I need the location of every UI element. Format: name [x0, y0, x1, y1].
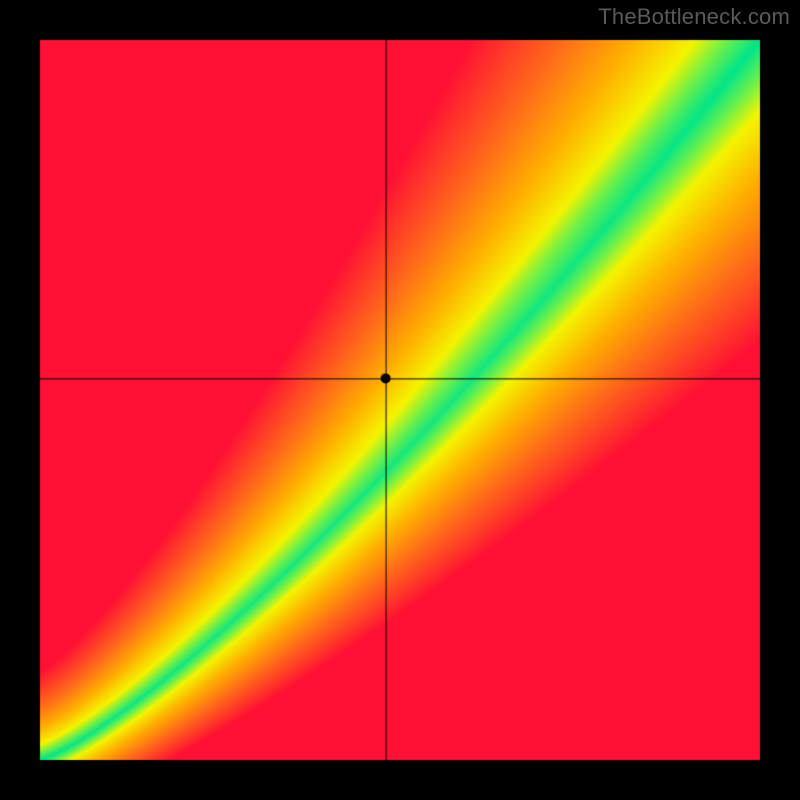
watermark-text: TheBottleneck.com: [598, 4, 790, 30]
chart-container: TheBottleneck.com: [0, 0, 800, 800]
bottleneck-heatmap: [0, 0, 800, 800]
